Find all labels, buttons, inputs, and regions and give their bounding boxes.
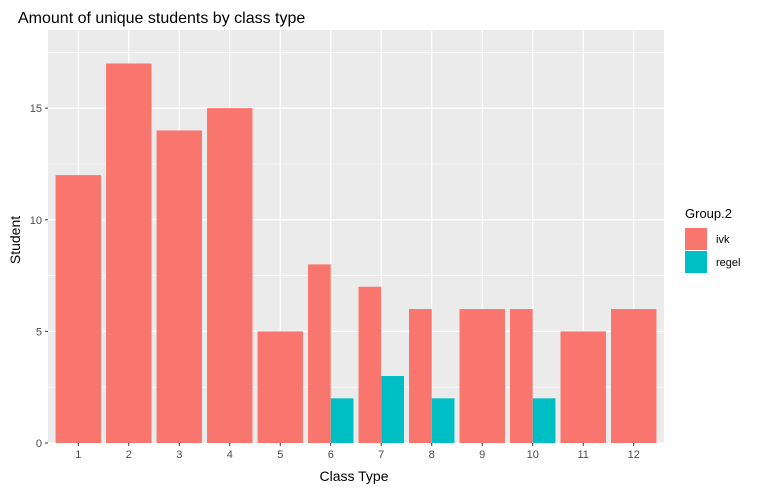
legend-label-ivk: ivk	[716, 234, 730, 246]
bar-regel-10	[532, 398, 556, 443]
bar-ivk-7	[358, 286, 382, 443]
y-tick-label: 0	[36, 438, 42, 450]
x-tick-label: 2	[126, 449, 132, 461]
x-tick-label: 6	[328, 449, 334, 461]
y-axis-title: Student	[7, 216, 23, 264]
bar-ivk-6	[308, 264, 331, 443]
bar-ivk-11	[560, 331, 606, 443]
x-tick-label: 11	[578, 449, 589, 461]
bar-regel-8	[431, 398, 455, 443]
bars	[55, 63, 657, 444]
x-tick-label: 5	[277, 449, 283, 461]
bar-ivk-10	[510, 309, 533, 443]
bar-ivk-5	[257, 331, 303, 443]
bar-ivk-3	[156, 130, 202, 443]
y-tick-label: 5	[36, 326, 42, 338]
bar-ivk-4	[207, 108, 253, 443]
bar-ivk-9	[459, 309, 505, 443]
bar-ivk-8	[409, 309, 432, 443]
x-tick-label: 3	[176, 449, 182, 461]
bar-ivk-1	[55, 175, 102, 444]
bar-regel-6	[330, 398, 354, 443]
x-axis-title: Class Type	[320, 468, 389, 484]
x-tick-label: 12	[628, 449, 640, 461]
y-axis-ticks: 0 5 10 15	[30, 103, 48, 450]
bar-ivk-12	[610, 309, 657, 443]
bar-ivk-2	[106, 63, 152, 444]
x-tick-label: 10	[527, 449, 539, 461]
legend-title: Group.2	[685, 206, 732, 221]
x-tick-label: 9	[479, 449, 485, 461]
bar-regel-7	[381, 376, 404, 443]
y-tick-label: 15	[30, 103, 42, 115]
x-tick-label: 8	[429, 449, 435, 461]
x-tick-label: 1	[75, 449, 81, 461]
x-tick-label: 7	[378, 449, 384, 461]
x-axis-ticks: 1 2 3 4 5 6 7 8 9 10 11 12	[75, 443, 640, 461]
legend-swatch-ivk	[685, 228, 707, 250]
y-tick-label: 10	[30, 215, 42, 227]
legend: Group.2 ivk regel	[685, 206, 740, 273]
legend-swatch-regel	[685, 251, 707, 273]
x-tick-label: 4	[227, 449, 233, 461]
legend-label-regel: regel	[716, 257, 740, 269]
chart-title: Amount of unique students by class type	[18, 10, 305, 27]
